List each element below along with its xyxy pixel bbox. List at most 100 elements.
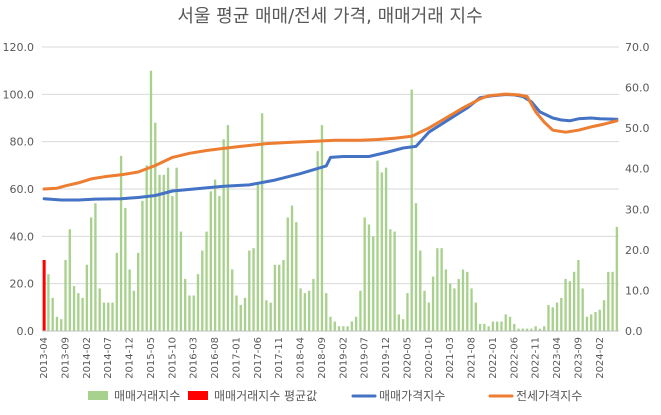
bar-trade-index — [213, 179, 217, 331]
bar-trade-index — [372, 236, 375, 331]
bar-trade-index — [260, 113, 264, 332]
bar-trade-index — [466, 271, 469, 331]
bar-trade-index — [590, 314, 593, 331]
bar-trade-index — [316, 151, 319, 331]
bar-trade-index — [538, 328, 542, 331]
bar-trade-index — [615, 226, 619, 331]
bar-trade-index — [132, 290, 136, 331]
y-right-tick-label: 0.0 — [625, 325, 643, 338]
bar-trade-index — [393, 231, 396, 331]
bar-trade-index — [406, 293, 409, 331]
bar-trade-index — [577, 260, 580, 331]
bar-trade-index — [307, 290, 311, 331]
bar-trade-index — [94, 203, 97, 331]
bar-trade-index — [201, 250, 204, 331]
bar-trade-index — [461, 269, 465, 331]
bar-trade-index — [585, 316, 589, 331]
x-tick-label: 2017-01 — [231, 337, 242, 379]
y-right-tick-label: 30.0 — [625, 203, 650, 216]
bar-trade-index — [534, 326, 537, 331]
x-tick-label: 2023-04 — [552, 337, 563, 379]
x-tick-label: 2013-09 — [61, 337, 72, 379]
bar-trade-index — [444, 269, 448, 331]
axes: 0.0 20.0 40.0 60.0 80.0 100.0 120.0 0.0 10.0 20.0… — [3, 41, 650, 379]
bar-trade-index — [564, 278, 567, 331]
bar-trade-index — [423, 290, 426, 331]
chart-title: 서울 평균 매매/전세 가격, 매매거래 지수 — [177, 6, 482, 27]
bar-trade-index — [572, 271, 576, 331]
bar-trade-index — [367, 224, 371, 331]
x-tick-label: 2019-12 — [381, 337, 392, 379]
legend-label: 매매가격지수 — [379, 389, 445, 403]
bar-trade-index — [85, 264, 89, 331]
bar-trade-index — [136, 252, 140, 331]
bar-trade-index — [491, 321, 495, 331]
bar-trade-index — [594, 312, 597, 331]
bar-trade-index — [555, 302, 559, 331]
bar-trade-index — [218, 196, 221, 331]
bar-trade-index — [171, 196, 174, 331]
bar-trade-index — [162, 174, 165, 331]
bar-trade-index-average — [42, 260, 46, 331]
bar-trade-index — [342, 326, 345, 331]
bar-trade-index — [89, 217, 93, 331]
bar-trade-index — [226, 125, 230, 331]
bar-trade-index — [252, 248, 255, 331]
bar-trade-index — [115, 252, 118, 331]
y-right-tick-label: 60.0 — [625, 82, 650, 95]
y-left-tick-label: 20.0 — [10, 278, 35, 291]
bar-trade-index — [525, 328, 529, 331]
bar-trade-index — [158, 174, 161, 331]
bar-trade-index — [496, 321, 499, 331]
bar-trade-index — [290, 205, 294, 331]
bar-trade-index — [333, 321, 336, 331]
bar-trade-index — [384, 167, 388, 331]
bar-trade-index — [543, 326, 546, 331]
bar-trade-index — [231, 269, 234, 331]
bar-trade-index — [478, 323, 482, 331]
bar-trade-index — [337, 326, 341, 331]
x-tick-label: 2019-07 — [360, 337, 371, 379]
bar-trade-index — [303, 293, 307, 331]
bar-trade-index — [611, 271, 614, 331]
bar-trade-index — [517, 328, 520, 331]
bar-trade-index — [102, 302, 106, 331]
bar-trade-index — [55, 316, 59, 331]
bar-trade-index — [235, 295, 238, 331]
bar-trade-index — [98, 288, 101, 331]
bar-trade-index — [530, 328, 533, 331]
x-tick-label: 2023-09 — [573, 337, 584, 379]
bar-trade-index — [166, 167, 170, 331]
bar-trade-index — [354, 316, 358, 331]
x-tick-label: 2015-10 — [167, 337, 178, 379]
bar-trade-index — [81, 297, 84, 331]
y-left-tick-label: 60.0 — [10, 183, 35, 196]
x-tick-label: 2021-08 — [467, 337, 478, 379]
y-left-tick-label: 80.0 — [10, 136, 35, 149]
x-tick-label: 2022-11 — [531, 337, 542, 379]
bar-trade-index — [188, 295, 191, 331]
bar-trade-index — [551, 307, 554, 331]
y-right-tick-label: 10.0 — [625, 284, 650, 297]
bar-trade-index — [282, 260, 285, 331]
legend-swatch — [188, 391, 208, 400]
bar-trade-index — [448, 283, 452, 331]
bar-trade-index — [359, 290, 362, 331]
bar-trade-index — [470, 288, 473, 331]
bar-trade-index — [329, 316, 332, 331]
y-left-tick-label: 100.0 — [3, 88, 35, 101]
bar-trade-index — [607, 271, 610, 331]
bar-trade-index — [239, 304, 242, 331]
bar-trade-index — [243, 297, 247, 331]
bar-trade-index — [320, 125, 324, 331]
legend-label: 매매거래지수 — [114, 389, 180, 403]
bar-trade-index — [504, 314, 507, 331]
line-sale-price-index — [42, 93, 619, 202]
bar-trade-index — [500, 321, 503, 331]
bar-trade-index — [273, 264, 277, 331]
x-tick-label: 2020-10 — [424, 337, 435, 379]
bar-trade-index — [184, 278, 187, 331]
legend: 매매거래지수 매매거래지수 평균값 매매가격지수 전세가격지수 — [88, 389, 582, 403]
bar-trade-index — [149, 70, 153, 332]
bar-trade-index — [295, 222, 298, 331]
